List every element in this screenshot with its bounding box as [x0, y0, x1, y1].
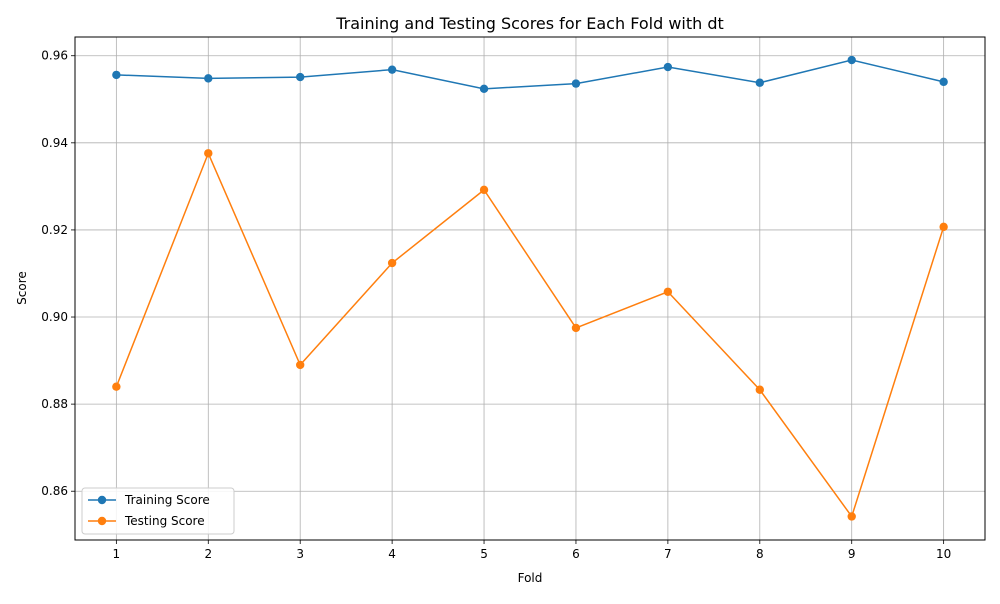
y-tick-label: 0.96: [41, 49, 68, 63]
legend-item: Training Score: [88, 493, 210, 507]
series-line: [116, 59, 944, 90]
plot-frame: [74, 36, 986, 541]
data-point: [387, 65, 397, 74]
data-point: [939, 77, 948, 87]
data-point: [939, 222, 948, 232]
data-point: [663, 287, 673, 296]
legend-item: Testing Score: [88, 514, 205, 528]
data-point: [847, 55, 856, 65]
y-axis-label: Score: [15, 271, 29, 305]
x-tick-label: 8: [756, 547, 764, 561]
data-point: [663, 62, 673, 72]
data-point: [847, 512, 856, 521]
data-point: [387, 258, 397, 268]
x-tick-label: 2: [204, 547, 212, 561]
data-point: [204, 149, 213, 158]
legend-label: Training Score: [124, 493, 210, 507]
x-tick-label: 9: [848, 547, 856, 561]
legend-marker: [97, 495, 107, 505]
y-tick-label: 0.90: [41, 310, 68, 324]
x-tick-label: 4: [388, 547, 396, 561]
data-point: [112, 70, 121, 80]
series-training-score: [112, 55, 948, 94]
data-point: [755, 385, 764, 394]
axis-ticks: 1 2 3 4 5 6 7 8 9 10 0.86 0.88 0.90 0.92 0.94 0.96: [41, 49, 951, 561]
x-tick-label: 10: [936, 547, 951, 561]
legend: Training Score Testing Score: [81, 487, 235, 535]
legend-label: Testing Score: [124, 514, 205, 528]
data-point: [204, 74, 213, 83]
data-point: [296, 360, 305, 370]
x-tick-label: 6: [572, 547, 580, 561]
chart-title: Training and Testing Scores for Each Fol…: [335, 14, 724, 33]
x-tick-label: 3: [296, 547, 304, 561]
series-testing-score: [112, 149, 948, 521]
x-tick-label: 7: [664, 547, 672, 561]
data-point: [755, 78, 764, 87]
data-point: [296, 72, 305, 82]
y-tick-label: 0.94: [41, 136, 68, 150]
y-tick-label: 0.86: [41, 484, 68, 498]
legend-marker: [97, 516, 107, 526]
x-axis-label: Fold: [518, 571, 543, 585]
y-tick-label: 0.88: [41, 397, 68, 411]
x-tick-label: 1: [113, 547, 121, 561]
data-point: [479, 185, 489, 195]
data-point: [571, 79, 581, 88]
y-tick-label: 0.92: [41, 223, 68, 237]
series-lines: [112, 55, 948, 521]
data-point: [571, 323, 581, 333]
data-point: [479, 84, 489, 94]
series-line: [115, 151, 945, 519]
legend-box: [81, 487, 235, 535]
data-point: [112, 382, 121, 391]
x-tick-label: 5: [480, 547, 488, 561]
